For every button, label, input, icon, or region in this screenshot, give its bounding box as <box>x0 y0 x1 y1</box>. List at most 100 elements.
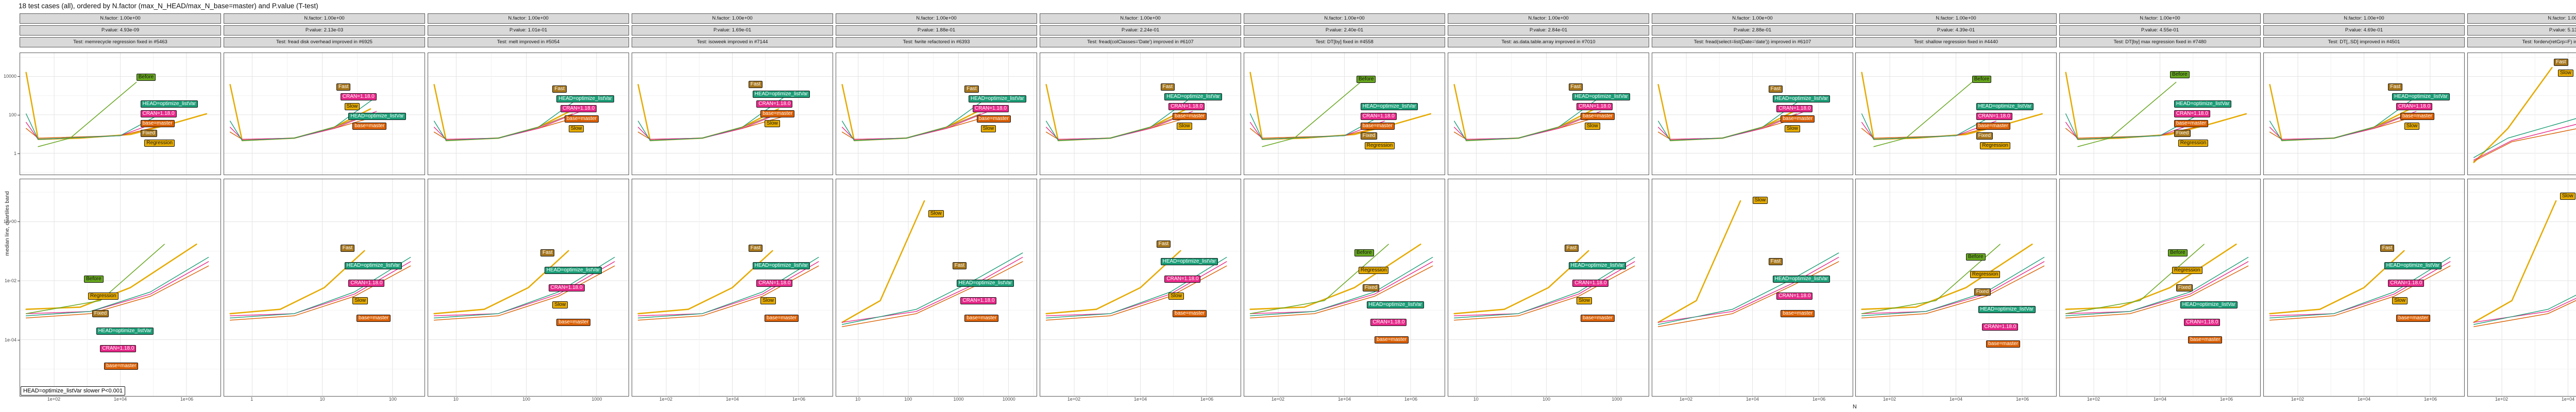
series-line-orange <box>842 262 1023 327</box>
label-box: CRAN=1.18.0 <box>2184 319 2221 327</box>
strip-pvalue: P.value: 4.69e-01 <box>2263 25 2465 36</box>
label-box: Fast <box>1160 83 1175 91</box>
series-line-teal <box>1046 258 1227 318</box>
series-line-teal <box>434 258 615 318</box>
x-tick-label: 1e+06 <box>1812 397 1826 402</box>
strip-test: Test: DT[by] fixed in #4558 <box>1244 37 1445 47</box>
label-box: base=master <box>1360 122 1395 130</box>
label-box: base=master <box>2396 314 2431 322</box>
x-tick-label: 1e+04 <box>2561 397 2575 402</box>
strip-nfactor: N.factor: 1.00e+00 <box>2467 13 2576 24</box>
x-tick-label: 100 <box>1543 397 1551 402</box>
label-box: Fixed <box>1360 132 1378 140</box>
series-line-orange <box>26 126 161 139</box>
label-box: Regression <box>1358 266 1389 274</box>
grid-svg <box>1244 53 1445 175</box>
label-box: Fixed <box>1976 132 1993 140</box>
series-line-teal <box>2474 253 2576 324</box>
x-tick-label: 100 <box>388 397 397 402</box>
series-line-orange <box>1658 262 1839 327</box>
panel-seconds: Before Regression Fixed HEAD=optimize_listV… <box>20 179 221 397</box>
series-line-teal <box>638 97 785 141</box>
label-box: HEAD=optimize_listVar <box>140 100 198 108</box>
panel-clip <box>1040 53 1241 175</box>
label-box: Before <box>2168 249 2188 256</box>
x-tick-label: 1000 <box>953 397 964 402</box>
label-box: base=master <box>1986 340 2021 348</box>
label-box: base=master <box>1375 336 1409 344</box>
series-line-gold <box>1250 244 1421 309</box>
panel-kilobytes: Fast CRAN=1.18.0 Slow HEAD=optimize_listVar… <box>224 53 425 175</box>
panel-seconds: Before Regression Fixed HEAD=optimize_listV… <box>1244 179 1445 397</box>
label-box: Slow <box>344 102 360 110</box>
label-box: Fixed <box>2176 284 2193 291</box>
x-tick-label: 10 <box>855 397 860 402</box>
label-box: Slow <box>2557 70 2573 77</box>
label-box: Before <box>1972 76 1992 83</box>
annotation-box: HEAD=optimize_listVar slower P<0.001 <box>21 386 125 396</box>
strip-pvalue: P.value: 4.39e-01 <box>1855 25 2057 36</box>
strip-pvalue: P.value: 2.13e-03 <box>224 25 425 36</box>
label-box: base=master <box>2188 336 2223 344</box>
series-line-teal <box>230 258 411 318</box>
label-box: Slow <box>1577 297 1592 304</box>
strip-nfactor: N.factor: 1.00e+00 <box>1244 13 1445 24</box>
x-tick-label: 1e+02 <box>1271 397 1285 402</box>
label-box: Fast <box>340 245 355 252</box>
panel-kilobytes: Fast HEAD=optimize_listVar CRAN=1.18.0 base… <box>632 53 833 175</box>
label-box: base=master <box>1581 112 1615 120</box>
x-tick-label: 1e+04 <box>113 397 127 402</box>
grid-svg <box>428 53 629 175</box>
label-box: CRAN=1.18.0 <box>100 345 137 352</box>
series-line-gold <box>2270 84 2410 141</box>
label-box: HEAD=optimize_listVar <box>544 266 602 274</box>
x-axis-title: N <box>1853 404 1857 410</box>
series-line-teal <box>1862 114 1996 140</box>
label-box: Fixed <box>92 310 109 318</box>
panel-kilobytes: Fast HEAD=optimize_listVar CRAN=1.18.0 base… <box>1040 53 1241 175</box>
x-tick-label: 1e+06 <box>1200 397 1214 402</box>
strip-test: Test: fread(select=list(Date='date')) im… <box>1652 37 1853 47</box>
x-tick-label: 1000 <box>591 397 602 402</box>
series-line-teal <box>1046 97 1193 141</box>
strip-nfactor: N.factor: 1.00e+00 <box>1652 13 1853 24</box>
series-line-gold <box>638 251 773 314</box>
x-tick-label: 10 <box>319 397 325 402</box>
label-box: Before <box>1356 76 1376 83</box>
panel-kilobytes: Fast HEAD=optimize_listVar CRAN=1.18.0 base… <box>428 53 629 175</box>
label-box: Fast <box>748 245 763 252</box>
label-box: HEAD=optimize_listVar <box>1772 275 1831 283</box>
label-box: CRAN=1.18.0 <box>340 93 377 100</box>
panel-kilobytes: Fast HEAD=optimize_listVar CRAN=1.18.0 base… <box>1652 53 1853 175</box>
label-box: base=master <box>140 120 175 128</box>
series-line-gold <box>1046 251 1181 314</box>
label-box: base=master <box>1781 115 1815 123</box>
label-box: Slow <box>1176 122 1192 130</box>
series-line-orange <box>26 266 209 318</box>
label-box: Fast <box>1568 83 1583 91</box>
label-box: Fast <box>2554 59 2568 66</box>
strip-nfactor: N.factor: 1.00e+00 <box>836 13 1037 24</box>
x-tick-label: 1e+02 <box>47 397 61 402</box>
panel-clip <box>2059 179 2261 397</box>
series-line-magenta <box>434 262 615 316</box>
series-line-teal <box>2474 116 2576 158</box>
panel-seconds: Fast HEAD=optimize_listVar CRAN=1.18.0 Slow… <box>1448 179 1649 397</box>
series-line-gold <box>1658 201 1740 322</box>
panel-kilobytes: Fast HEAD=optimize_listVar CRAN=1.18.0 base… <box>2263 53 2465 175</box>
label-box: base=master <box>352 122 387 130</box>
grid-svg <box>1448 179 1649 396</box>
label-box: CRAN=1.18.0 <box>2174 110 2210 117</box>
x-tick-label: 1e+02 <box>1067 397 1081 402</box>
series-line-magenta <box>2066 262 2248 314</box>
grid-svg <box>1448 53 1649 175</box>
panel-seconds: Before Regression Fixed HEAD=optimize_listV… <box>1855 179 2057 397</box>
series-line-teal <box>1250 258 1433 316</box>
series-line-gold <box>2474 201 2556 322</box>
label-box: base=master <box>765 314 799 322</box>
label-box: Slow <box>928 210 944 217</box>
label-box: Before <box>2170 71 2190 78</box>
strip-test: Test: DT[by] max regression fixed in #74… <box>2059 37 2261 47</box>
label-box: base=master <box>760 110 795 117</box>
